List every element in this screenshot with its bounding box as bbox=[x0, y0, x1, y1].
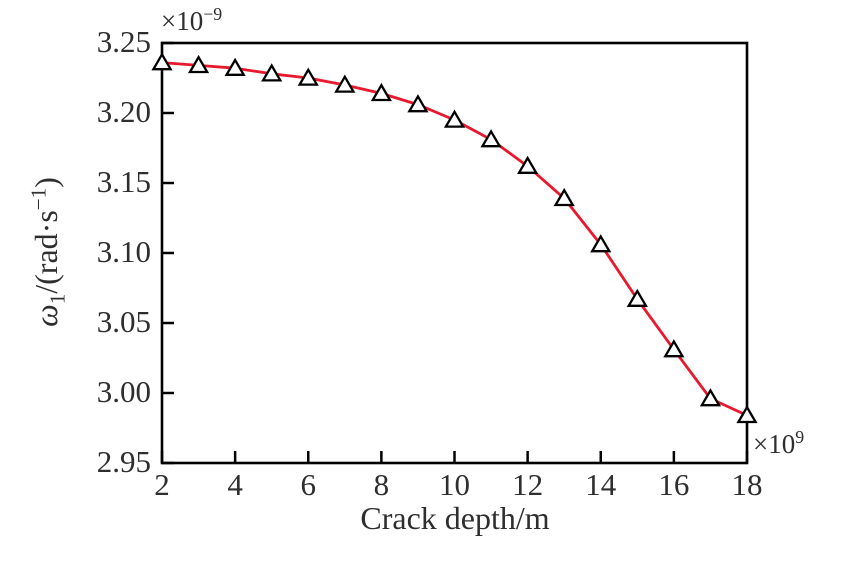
y-tick-label: 2.95 bbox=[96, 443, 151, 479]
data-point-marker bbox=[187, 54, 210, 74]
y-tick-label: 3.10 bbox=[96, 233, 151, 269]
data-point-marker bbox=[151, 52, 173, 71]
x-tick-label: 14 bbox=[585, 467, 617, 502]
data-point-marker bbox=[334, 74, 356, 93]
y-offset-exponent: −9 bbox=[203, 4, 223, 24]
x-offset-base: ×10 bbox=[753, 429, 796, 459]
x-axis-label: Crack depth/m bbox=[360, 500, 550, 536]
x-offset-exponent: 9 bbox=[795, 427, 805, 447]
x-tick-label: 10 bbox=[439, 467, 470, 502]
data-point-marker bbox=[261, 63, 283, 82]
y-tick-label: 3.25 bbox=[96, 23, 151, 59]
data-point-marker bbox=[443, 109, 466, 128]
y-tick-label: 3.20 bbox=[96, 93, 151, 129]
y-offset-base: ×10 bbox=[161, 6, 204, 36]
y-axis-offset-text: ×10−9 bbox=[161, 5, 222, 36]
omega-subscript: 1 bbox=[45, 293, 70, 305]
axes-box bbox=[160, 41, 749, 465]
data-point-marker bbox=[553, 187, 575, 207]
x-tick-label: 6 bbox=[300, 467, 317, 502]
y-tick-label: 3.00 bbox=[96, 373, 151, 409]
x-tick-label: 4 bbox=[227, 467, 243, 502]
x-tick-label: 18 bbox=[731, 467, 763, 502]
ylabel-close-paren: ) bbox=[28, 177, 64, 188]
data-point-marker bbox=[297, 67, 319, 86]
data-point-marker bbox=[224, 57, 246, 76]
ylabel-units: /(rad·s bbox=[28, 210, 64, 294]
data-point-marker bbox=[590, 234, 612, 253]
data-point-marker bbox=[370, 82, 392, 102]
data-point-marker bbox=[699, 388, 722, 407]
x-tick-label: 16 bbox=[658, 467, 690, 502]
data-point-marker bbox=[626, 288, 648, 307]
data-point-marker bbox=[480, 129, 502, 148]
omega-symbol: ω bbox=[28, 304, 64, 327]
y-tick-label: 3.15 bbox=[96, 163, 151, 199]
data-point-marker bbox=[663, 339, 685, 358]
x-tick-label: 12 bbox=[512, 467, 544, 502]
x-tick-label: 2 bbox=[154, 467, 170, 502]
y-tick-label: 3.05 bbox=[96, 303, 151, 339]
x-axis-offset-text: ×109 bbox=[753, 428, 804, 459]
y-axis-label: ω1/(rad·s−1) bbox=[26, 177, 69, 327]
ylabel-exponent: −1 bbox=[26, 187, 51, 211]
x-tick-label: 8 bbox=[373, 467, 390, 502]
data-point-marker bbox=[517, 155, 539, 174]
data-point-marker bbox=[736, 404, 758, 424]
data-point-marker bbox=[407, 94, 429, 113]
